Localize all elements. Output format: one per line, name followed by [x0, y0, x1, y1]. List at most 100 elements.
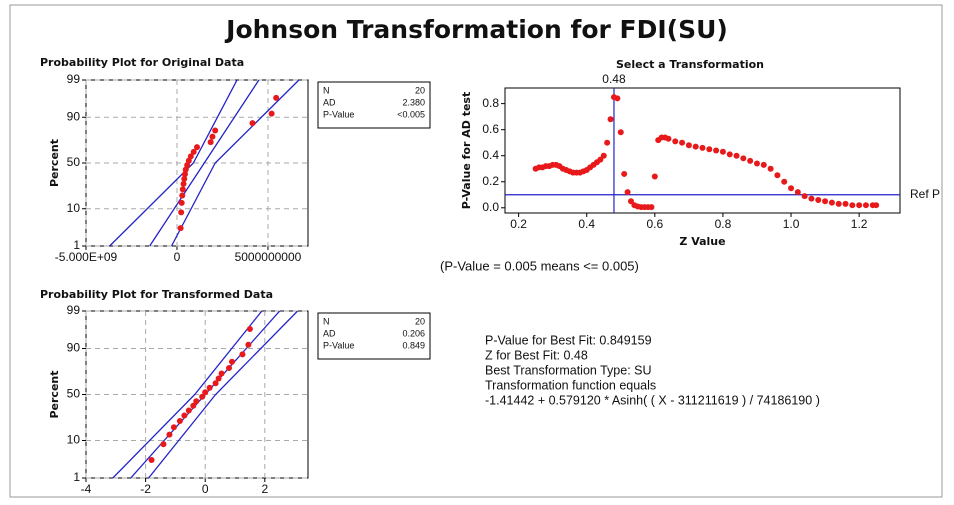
point [624, 189, 631, 196]
y-tick-label: 50 [67, 387, 81, 401]
fit-line [112, 311, 263, 478]
point [822, 198, 829, 205]
point [181, 412, 188, 419]
y-tick-label: 50 [67, 155, 81, 169]
y-tick-label: 0.6 [482, 122, 499, 136]
stats-label: N [323, 85, 330, 95]
stats-value: 0.206 [402, 328, 425, 338]
x-axis-label: Z Value [679, 235, 725, 248]
best-label: 0.48 [602, 72, 626, 86]
x-tick-label: 0 [174, 250, 181, 264]
point [815, 196, 822, 203]
point [760, 161, 767, 168]
point [692, 143, 699, 150]
stats-label: P-Value [323, 340, 354, 350]
note: (P-Value = 0.005 means <= 0.005) [440, 258, 639, 273]
point [160, 441, 167, 448]
point [788, 185, 795, 192]
y-tick-label: 10 [67, 433, 81, 447]
y-axis-label: Percent [48, 370, 61, 418]
stats-value: 0.849 [402, 340, 425, 350]
y-tick-label: 0.8 [482, 96, 499, 110]
y-tick-label: 1 [73, 238, 80, 252]
result-line: P-Value for Best Fit: 0.849159 [485, 333, 652, 347]
point [679, 139, 686, 146]
point [181, 171, 188, 178]
point [781, 178, 788, 185]
stats-value: <0.005 [397, 109, 425, 119]
point [767, 165, 774, 172]
point [774, 172, 781, 179]
y-tick-label: 10 [67, 201, 81, 215]
point [215, 375, 222, 382]
x-tick-label: 0.4 [578, 217, 595, 231]
page-title: Johnson Transformation for FDI(SU) [224, 15, 728, 44]
result-line: Best Transformation Type: SU [485, 363, 652, 377]
point [177, 225, 184, 232]
y-tick-label: 99 [67, 72, 81, 86]
stats-value: 20 [415, 85, 425, 95]
x-tick-label: 0.6 [646, 217, 663, 231]
point [665, 135, 672, 142]
point [185, 407, 192, 414]
y-axis-label: Percent [48, 139, 61, 187]
point [835, 200, 842, 207]
point [190, 148, 197, 155]
y-tick-label: 99 [67, 303, 81, 317]
point [178, 209, 185, 216]
point [828, 199, 835, 206]
point [808, 195, 815, 202]
y-tick-label: 0.2 [482, 174, 499, 188]
point [166, 431, 173, 438]
point [212, 127, 219, 134]
point [604, 139, 611, 146]
point [181, 175, 188, 182]
point [648, 204, 655, 211]
stats-value: 20 [415, 316, 425, 326]
fit-line [149, 80, 260, 246]
point [245, 341, 252, 348]
point [246, 325, 253, 332]
result-line: -1.41442 + 0.579120 * Asinh( ( X - 31121… [485, 393, 820, 407]
stats-label: AD [323, 328, 336, 338]
y-tick-label: 90 [67, 109, 81, 123]
point [873, 202, 880, 209]
point [651, 173, 658, 180]
y-axis-label: P-Value for AD test [460, 92, 473, 209]
stats-value: 2.380 [402, 97, 425, 107]
y-tick-label: 0.0 [482, 200, 499, 214]
point [178, 199, 185, 206]
point [199, 393, 206, 400]
stats-label: AD [323, 97, 336, 107]
point [607, 116, 614, 123]
point [597, 156, 604, 163]
point [794, 189, 801, 196]
point [706, 146, 713, 153]
x-tick-label: 0.2 [510, 217, 527, 231]
point [849, 202, 856, 209]
stats-box [317, 312, 431, 360]
point [187, 153, 194, 160]
y-tick-label: 0.4 [482, 148, 499, 162]
point [206, 384, 213, 391]
point [617, 129, 624, 136]
point [600, 152, 607, 159]
ref-label: Ref P [910, 187, 940, 201]
point [753, 160, 760, 167]
point [268, 110, 275, 117]
stats-box [317, 81, 431, 129]
point [801, 193, 808, 200]
x-tick-label: 0 [202, 482, 209, 496]
point [209, 133, 216, 140]
point [229, 358, 236, 365]
point [862, 202, 869, 209]
stats-label: P-Value [323, 109, 354, 119]
point [193, 398, 200, 405]
point [180, 180, 187, 187]
result-line: Transformation function equals [485, 378, 656, 392]
chart-title: Probability Plot for Transformed Data [40, 288, 273, 301]
x-tick-label: 0.8 [715, 217, 732, 231]
chart-title: Select a Transformation [616, 58, 764, 71]
fit-line [148, 311, 299, 478]
